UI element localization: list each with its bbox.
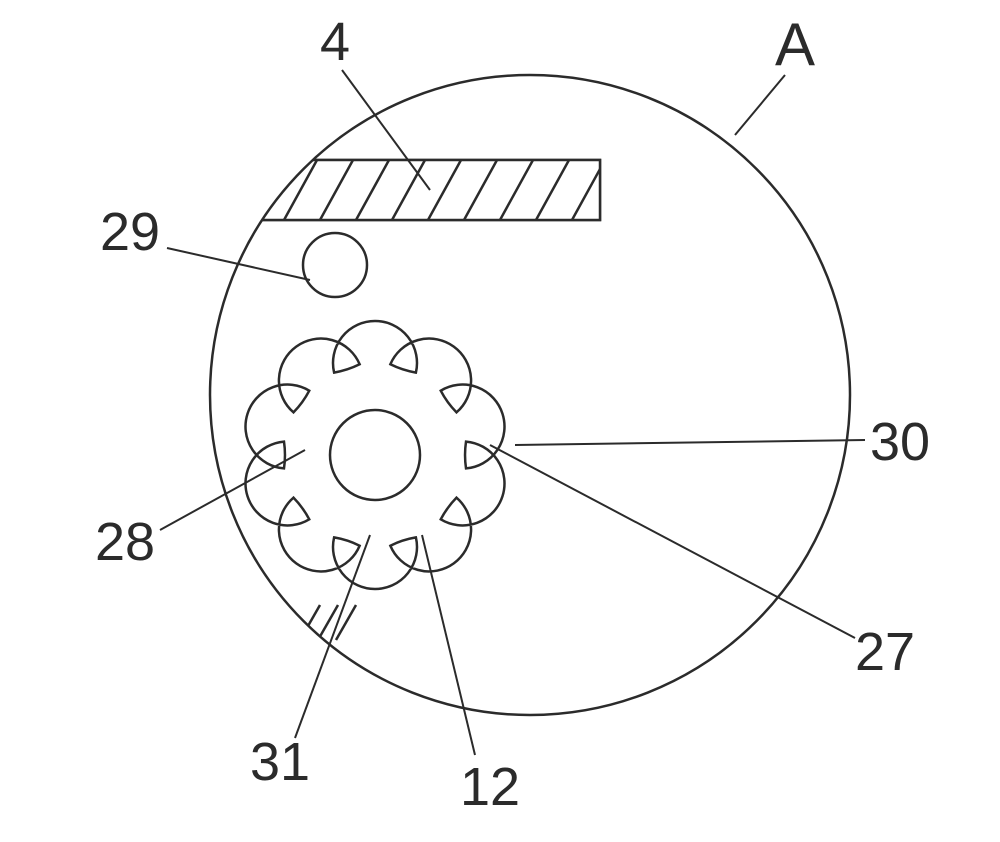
label-A: A [775, 11, 815, 78]
part-29-bump [303, 233, 367, 297]
leader-27 [490, 445, 855, 638]
leader-30 [515, 440, 865, 445]
gear-assembly [246, 321, 505, 589]
label-27: 27 [855, 622, 915, 682]
shaft-circle [330, 410, 420, 500]
label-28: 28 [95, 512, 155, 572]
label-29: 29 [100, 202, 160, 262]
label-31: 31 [250, 732, 310, 792]
label-30: 30 [870, 412, 930, 472]
leader-29 [167, 248, 310, 280]
lower-left-hatch [300, 605, 356, 640]
label-12: 12 [460, 757, 520, 817]
label-4: 4 [320, 12, 350, 72]
leader-A [735, 75, 785, 135]
